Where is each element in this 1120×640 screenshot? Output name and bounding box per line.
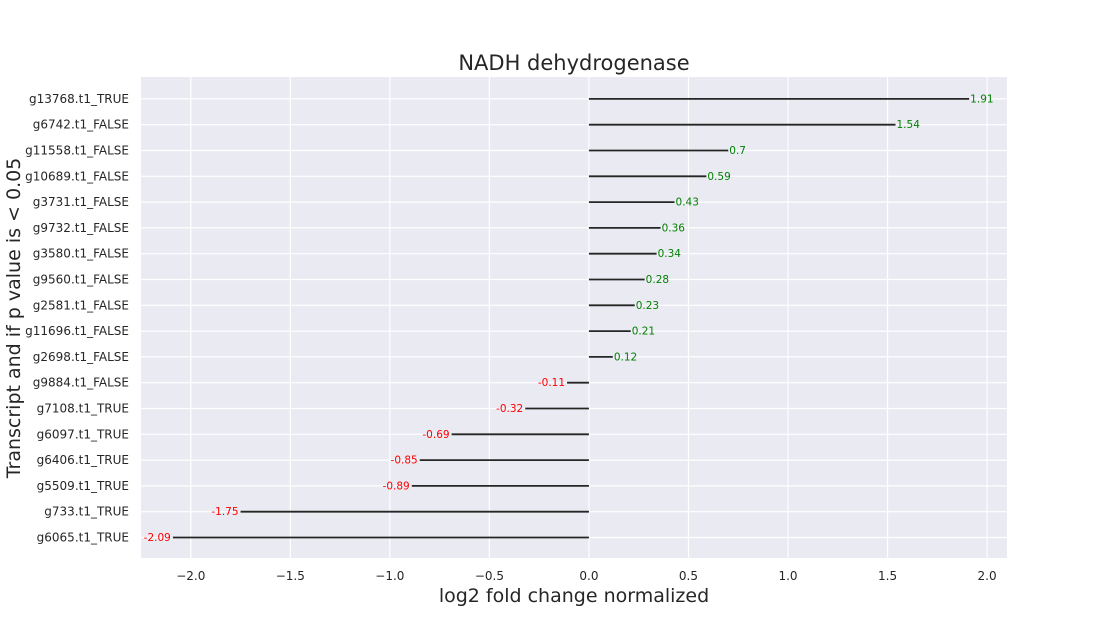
value-labels: 1.91 1.54 0.7 0.59 0.43 0.36 0.34 0.28 0.23 0.21 0… — [144, 93, 994, 544]
x-tick-label: −1.5 — [276, 569, 305, 583]
data-label: -0.32 — [496, 403, 523, 415]
data-label: 0.28 — [646, 274, 669, 286]
data-label: 0.23 — [636, 300, 659, 312]
data-label: 0.7 — [729, 145, 746, 157]
x-tick-label: −0.5 — [475, 569, 504, 583]
data-label: -1.75 — [211, 506, 238, 518]
y-tick-label: g11558.t1_FALSE — [25, 144, 129, 158]
data-label: 0.43 — [676, 197, 699, 209]
data-label: 0.36 — [662, 222, 686, 234]
x-tick-label: 1.5 — [878, 569, 897, 583]
y-tick-label: g6406.t1_TRUE — [37, 453, 129, 467]
bars — [172, 98, 970, 539]
x-tick-label: 0.0 — [579, 569, 598, 583]
y-tick-label: g9732.t1_FALSE — [33, 221, 129, 235]
data-label: -0.85 — [391, 455, 418, 467]
data-label: -2.09 — [144, 532, 171, 544]
data-label: -0.11 — [538, 377, 565, 389]
data-label: 0.12 — [614, 351, 637, 363]
y-axis-label: Transcript and if p value is < 0.05 — [3, 158, 25, 480]
data-label: -0.69 — [422, 429, 449, 441]
x-tick-label: −2.0 — [176, 569, 205, 583]
y-tick-label: g13768.t1_TRUE — [29, 92, 129, 106]
chart-title: NADH dehydrogenase — [458, 51, 689, 75]
y-tick-label: g3580.t1_FALSE — [33, 247, 129, 261]
data-label: 0.34 — [658, 248, 682, 260]
data-label: -0.89 — [383, 480, 410, 492]
y-tick-label: g9884.t1_FALSE — [33, 376, 129, 390]
y-tick-labels: g13768.t1_TRUE g6742.t1_FALSE g11558.t1_FA… — [25, 92, 129, 545]
y-tick-label: g3731.t1_FALSE — [33, 195, 129, 209]
data-label: 0.59 — [707, 171, 730, 183]
x-tick-label: 1.0 — [778, 569, 797, 583]
data-label: 0.21 — [632, 326, 655, 338]
y-tick-label: g733.t1_TRUE — [44, 505, 129, 519]
x-axis-label: log2 fold change normalized — [439, 585, 709, 607]
y-tick-label: g2581.t1_FALSE — [33, 298, 129, 312]
y-tick-label: g6065.t1_TRUE — [37, 531, 129, 545]
plot-background — [141, 77, 1007, 558]
y-tick-label: g6742.t1_FALSE — [33, 118, 129, 132]
y-tick-label: g7108.t1_TRUE — [37, 402, 129, 416]
y-tick-label: g10689.t1_FALSE — [25, 169, 129, 183]
x-tick-labels: −2.0 −1.5 −1.0 −0.5 0.0 0.5 1.0 1.5 2.0 — [176, 569, 996, 583]
y-tick-label: g11696.t1_FALSE — [25, 324, 129, 338]
y-tick-label: g2698.t1_FALSE — [33, 350, 129, 364]
x-tick-label: 2.0 — [978, 569, 997, 583]
data-label: 1.54 — [897, 119, 921, 131]
y-tick-label: g6097.t1_TRUE — [37, 427, 129, 441]
x-tick-label: 0.5 — [679, 569, 698, 583]
y-tick-label: g9560.t1_FALSE — [33, 273, 129, 287]
y-tick-label: g5509.t1_TRUE — [37, 479, 129, 493]
x-tick-label: −1.0 — [375, 569, 404, 583]
data-label: 1.91 — [970, 93, 993, 105]
